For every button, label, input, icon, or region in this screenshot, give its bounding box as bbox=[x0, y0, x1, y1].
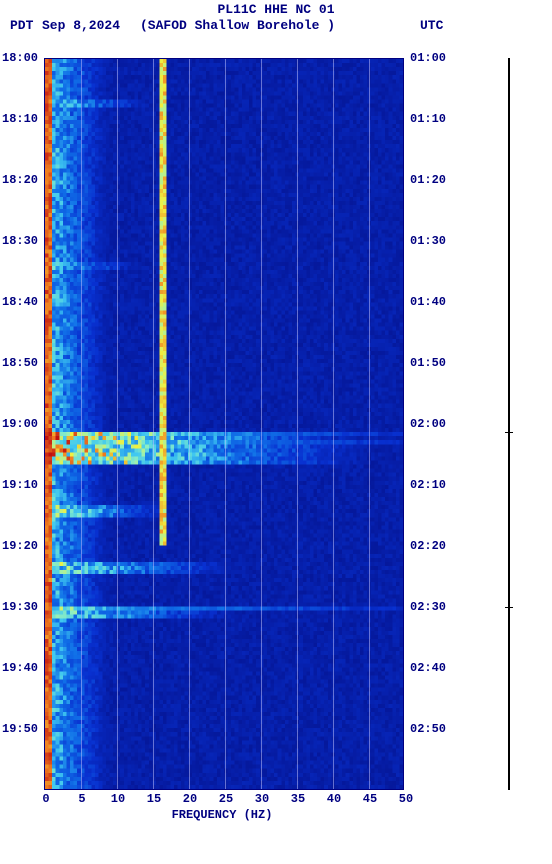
gridline bbox=[153, 59, 154, 789]
y-left-tick: 19:50 bbox=[2, 722, 38, 736]
y-left-tick: 19:40 bbox=[2, 661, 38, 675]
y-left-tick: 18:30 bbox=[2, 234, 38, 248]
x-tick: 45 bbox=[360, 792, 380, 806]
x-axis-title: FREQUENCY (HZ) bbox=[0, 808, 444, 822]
gridline bbox=[225, 59, 226, 789]
y-left-tick: 18:10 bbox=[2, 112, 38, 126]
gridline bbox=[81, 59, 82, 789]
y-left-tick: 18:20 bbox=[2, 173, 38, 187]
y-right-tick: 02:40 bbox=[410, 661, 446, 675]
gridline bbox=[297, 59, 298, 789]
y-right-tick: 01:40 bbox=[410, 295, 446, 309]
y-right-tick: 02:50 bbox=[410, 722, 446, 736]
y-left-tick: 18:40 bbox=[2, 295, 38, 309]
x-tick: 20 bbox=[180, 792, 200, 806]
left-timezone: PDT bbox=[10, 18, 33, 33]
sidebar-mark bbox=[505, 607, 513, 608]
x-tick: 25 bbox=[216, 792, 236, 806]
y-right-tick: 02:00 bbox=[410, 417, 446, 431]
header-date: Sep 8,2024 bbox=[42, 18, 120, 33]
spectrogram-canvas bbox=[45, 59, 403, 789]
y-left-tick: 19:10 bbox=[2, 478, 38, 492]
x-tick: 10 bbox=[108, 792, 128, 806]
y-right-tick: 01:00 bbox=[410, 51, 446, 65]
y-left-tick: 18:50 bbox=[2, 356, 38, 370]
x-tick: 15 bbox=[144, 792, 164, 806]
y-right-tick: 02:30 bbox=[410, 600, 446, 614]
gridline bbox=[369, 59, 370, 789]
x-tick: 35 bbox=[288, 792, 308, 806]
x-tick: 0 bbox=[36, 792, 56, 806]
y-left-tick: 19:30 bbox=[2, 600, 38, 614]
x-tick: 40 bbox=[324, 792, 344, 806]
y-right-tick: 01:20 bbox=[410, 173, 446, 187]
amplitude-sidebar bbox=[508, 58, 510, 790]
y-right-tick: 02:10 bbox=[410, 478, 446, 492]
right-timezone: UTC bbox=[420, 18, 443, 33]
site-name: (SAFOD Shallow Borehole ) bbox=[140, 18, 335, 33]
x-tick: 5 bbox=[72, 792, 92, 806]
x-tick: 50 bbox=[396, 792, 416, 806]
station-title: PL11C HHE NC 01 bbox=[0, 2, 552, 17]
gridline bbox=[189, 59, 190, 789]
y-left-tick: 19:00 bbox=[2, 417, 38, 431]
gridline bbox=[117, 59, 118, 789]
y-right-tick: 01:30 bbox=[410, 234, 446, 248]
gridline bbox=[333, 59, 334, 789]
sidebar-mark bbox=[505, 432, 513, 433]
y-right-tick: 01:10 bbox=[410, 112, 446, 126]
y-left-tick: 18:00 bbox=[2, 51, 38, 65]
gridline bbox=[261, 59, 262, 789]
y-left-tick: 19:20 bbox=[2, 539, 38, 553]
spectrogram-plot bbox=[44, 58, 404, 790]
y-right-tick: 01:50 bbox=[410, 356, 446, 370]
y-right-tick: 02:20 bbox=[410, 539, 446, 553]
x-tick: 30 bbox=[252, 792, 272, 806]
